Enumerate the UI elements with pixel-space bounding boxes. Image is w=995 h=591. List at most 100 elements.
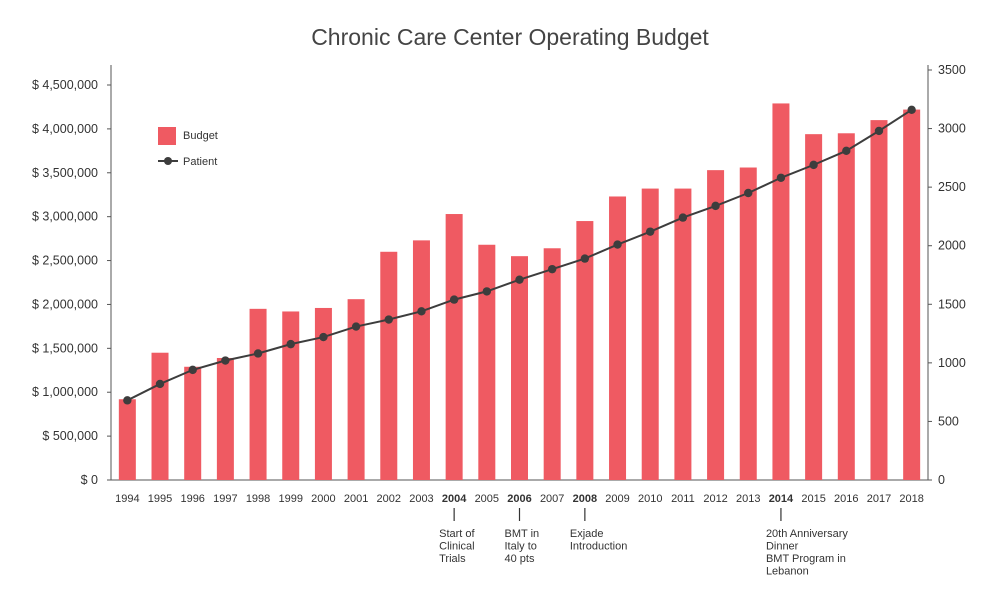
budget-bar-2007: [543, 248, 561, 480]
left-tick-label: $ 2,500,000: [32, 254, 98, 268]
left-tick-label: $ 1,000,000: [32, 385, 98, 399]
x-tick-label: 2018: [899, 493, 923, 505]
budget-bar-2008: [576, 221, 594, 481]
x-tick-label: 1994: [115, 493, 139, 505]
budget-bar-2004: [445, 214, 463, 481]
x-tick-label: 2013: [736, 493, 760, 505]
annotation-text: BMT Program in: [766, 553, 846, 565]
budget-bar-2018: [903, 109, 921, 481]
x-tick-label: 2001: [344, 493, 368, 505]
patient-point-2016: [842, 146, 851, 156]
patient-point-2000: [319, 332, 328, 342]
annotation-text: Trials: [439, 553, 466, 565]
budget-bar-1999: [282, 311, 300, 480]
budget-bar-2009: [609, 196, 627, 480]
annotation-text: Clinical: [439, 541, 474, 553]
annotation-text: Lebanon: [766, 566, 809, 578]
legend-budget-label: Budget: [183, 130, 218, 142]
patient-point-2004: [449, 295, 459, 304]
legend-budget-swatch: [158, 127, 176, 145]
x-tick-label: 1997: [213, 493, 237, 505]
budget-bar-1998: [249, 308, 267, 480]
budget-bar-1996: [184, 366, 202, 480]
annotation-text: Exjade: [570, 528, 604, 540]
x-tick-label: 2017: [867, 493, 891, 505]
budget-bar-2003: [412, 240, 430, 480]
x-tick-label: 2000: [311, 493, 335, 505]
patient-point-2003: [417, 307, 426, 316]
budget-bar-2001: [347, 299, 365, 480]
patient-point-2014: [776, 173, 786, 182]
patient-point-2011: [678, 213, 688, 222]
annotation-text: Introduction: [570, 541, 627, 553]
x-tick-label: 2010: [638, 493, 662, 505]
patient-point-2001: [351, 322, 361, 331]
budget-bar-2000: [314, 307, 332, 480]
budget-bar-2010: [641, 188, 659, 481]
right-tick-label: 3500: [938, 63, 966, 77]
x-tick-label: 2011: [671, 493, 695, 505]
x-tick-label: 2006: [507, 493, 531, 505]
legend: Budget Patient: [158, 127, 218, 168]
annotation-text: Start of: [439, 528, 475, 540]
patient-point-2017: [874, 126, 884, 136]
budget-bar-2005: [478, 244, 496, 480]
budget-bar-2014: [772, 103, 790, 480]
annotation-text: 40 pts: [505, 553, 535, 565]
budget-bar-2006: [511, 256, 528, 480]
budget-bar-2013: [739, 167, 757, 480]
budget-bar-2016: [837, 133, 855, 480]
budget-bar-1994: [118, 399, 136, 480]
right-tick-label: 3000: [938, 122, 966, 136]
left-tick-label: $ 3,000,000: [32, 210, 98, 224]
annotation-text: Dinner: [766, 541, 799, 553]
x-tick-label: 2016: [834, 493, 858, 505]
right-tick-label: 0: [938, 473, 945, 487]
patient-point-1995: [155, 379, 165, 389]
budget-bar-2015: [805, 134, 823, 480]
x-tick-label: 2004: [442, 493, 467, 505]
right-tick-label: 1500: [938, 297, 966, 311]
right-tick-label: 1000: [938, 356, 966, 370]
right-tick-label: 2500: [938, 180, 966, 194]
axes: $ 0 $ 500,000 $ 1,000,000 $ 1,500,000 $ 2,00…: [32, 63, 966, 487]
patient-line: [123, 105, 916, 405]
x-tick-label: 2002: [377, 493, 401, 505]
legend-patient-marker: [164, 157, 172, 165]
x-tick-label: 2007: [540, 493, 564, 505]
left-tick-label: $ 4,000,000: [32, 122, 98, 136]
patient-point-1994: [123, 396, 132, 405]
x-tick-label: 2009: [605, 493, 629, 505]
budget-bar-2012: [707, 170, 725, 480]
budget-bars: [118, 103, 921, 481]
left-tick-label: $ 500,000: [42, 429, 98, 443]
budget-bar-2017: [870, 120, 888, 480]
patient-point-2002: [384, 315, 393, 324]
budget-bar-1997: [216, 357, 234, 480]
budget-bar-2002: [380, 251, 398, 480]
x-tick-label: 2014: [769, 493, 794, 505]
x-tick-label: 1999: [278, 493, 302, 505]
patient-point-2007: [547, 264, 557, 274]
patient-point-2010: [646, 227, 655, 236]
annotation-text: BMT in: [505, 528, 540, 540]
patient-point-2008: [580, 254, 590, 263]
left-tick-label: $ 1,500,000: [32, 341, 98, 355]
left-tick-label: $ 2,000,000: [32, 297, 98, 311]
budget-bar-1995: [151, 352, 169, 480]
annotation-text: Italy to: [505, 541, 537, 553]
budget-bar-2011: [674, 188, 692, 481]
legend-patient-label: Patient: [183, 156, 217, 168]
chart-title: Chronic Care Center Operating Budget: [311, 24, 709, 50]
left-tick-label: $ 0: [81, 473, 98, 487]
x-tick-label: 1995: [148, 493, 172, 505]
left-tick-label: $ 3,500,000: [32, 166, 98, 180]
patient-point-2009: [613, 240, 622, 249]
patient-point-2015: [809, 160, 818, 170]
patient-point-2012: [711, 201, 720, 211]
patient-point-2018: [907, 105, 916, 115]
left-tick-label: $ 4,500,000: [32, 78, 98, 92]
x-tick-label: 2008: [573, 493, 597, 505]
